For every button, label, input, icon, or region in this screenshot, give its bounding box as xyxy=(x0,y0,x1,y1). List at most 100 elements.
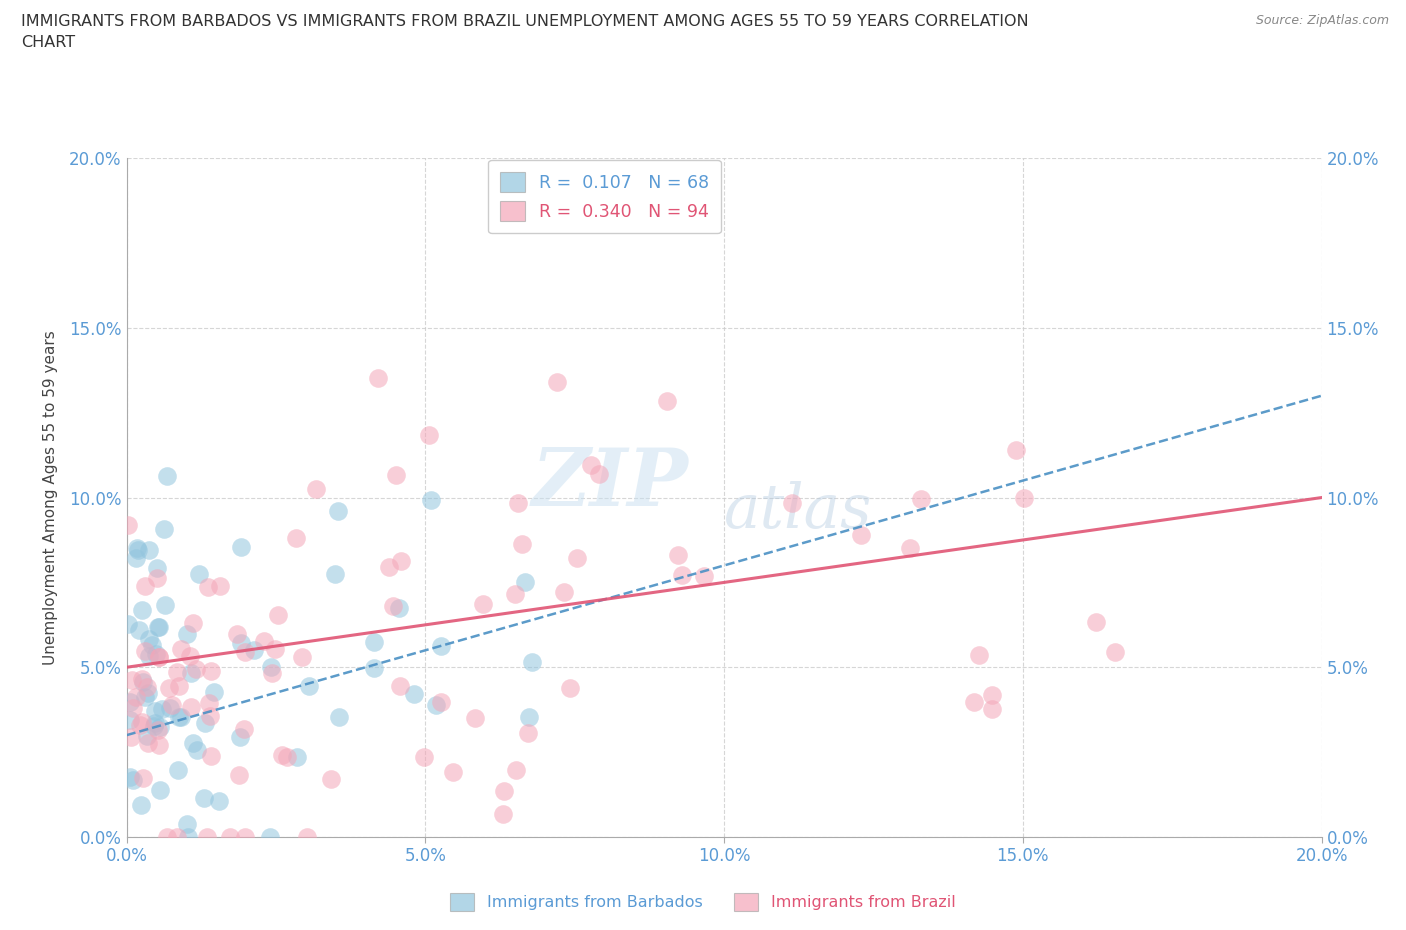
Point xyxy=(471,597,494,612)
Point xyxy=(981,687,1004,702)
Point xyxy=(138,542,160,557)
Point xyxy=(121,672,143,687)
Point xyxy=(184,661,207,676)
Point xyxy=(505,763,527,777)
Point xyxy=(388,678,411,693)
Point xyxy=(159,700,181,715)
Point xyxy=(138,632,160,647)
Point xyxy=(1014,491,1036,506)
Point xyxy=(208,578,231,593)
Point xyxy=(505,587,527,602)
Point xyxy=(1084,615,1107,630)
Point xyxy=(200,749,222,764)
Point xyxy=(243,643,266,658)
Point xyxy=(655,394,678,409)
Point xyxy=(135,680,157,695)
Point xyxy=(516,726,538,741)
Point xyxy=(131,671,153,686)
Point xyxy=(156,469,179,484)
Point xyxy=(229,729,252,744)
Text: atlas: atlas xyxy=(724,481,873,541)
Point xyxy=(134,578,156,593)
Point xyxy=(326,504,349,519)
Point xyxy=(298,678,321,693)
Point xyxy=(167,678,190,693)
Point xyxy=(378,560,401,575)
Point xyxy=(187,566,209,581)
Point xyxy=(181,616,204,631)
Point xyxy=(418,427,440,442)
Point xyxy=(553,584,575,599)
Point xyxy=(180,699,202,714)
Point xyxy=(132,770,155,785)
Point xyxy=(131,797,153,812)
Point xyxy=(382,598,405,613)
Point xyxy=(285,530,308,545)
Point xyxy=(131,714,153,729)
Point xyxy=(179,648,201,663)
Point xyxy=(225,627,247,642)
Point xyxy=(200,664,222,679)
Point xyxy=(491,806,513,821)
Point xyxy=(148,649,170,664)
Point xyxy=(588,467,610,482)
Point xyxy=(131,603,153,618)
Point xyxy=(146,619,169,634)
Point xyxy=(149,782,172,797)
Point xyxy=(145,646,167,661)
Point xyxy=(492,783,515,798)
Y-axis label: Unemployment Among Ages 55 to 59 years: Unemployment Among Ages 55 to 59 years xyxy=(44,330,58,665)
Point xyxy=(233,722,256,737)
Point xyxy=(441,765,464,780)
Point xyxy=(129,718,152,733)
Point xyxy=(148,649,170,664)
Point xyxy=(231,636,253,651)
Text: Source: ZipAtlas.com: Source: ZipAtlas.com xyxy=(1256,14,1389,27)
Point xyxy=(145,715,167,730)
Point xyxy=(262,665,284,680)
Point xyxy=(127,543,149,558)
Point xyxy=(558,680,581,695)
Point xyxy=(194,715,217,730)
Point xyxy=(666,548,689,563)
Point xyxy=(148,737,170,752)
Point xyxy=(202,684,225,699)
Point xyxy=(121,700,143,715)
Point xyxy=(152,522,174,537)
Point xyxy=(305,482,328,497)
Point xyxy=(138,648,160,663)
Point xyxy=(517,710,540,724)
Point xyxy=(120,770,142,785)
Point xyxy=(363,634,385,649)
Point xyxy=(671,567,693,582)
Point xyxy=(134,644,156,658)
Point xyxy=(267,607,290,622)
Point xyxy=(176,627,198,642)
Point xyxy=(181,736,204,751)
Point xyxy=(120,729,142,744)
Point xyxy=(118,712,141,727)
Text: IMMIGRANTS FROM BARBADOS VS IMMIGRANTS FROM BRAZIL UNEMPLOYMENT AMONG AGES 55 TO: IMMIGRANTS FROM BARBADOS VS IMMIGRANTS F… xyxy=(21,14,1029,29)
Point xyxy=(153,598,176,613)
Point xyxy=(567,551,589,565)
Point xyxy=(117,518,139,533)
Point xyxy=(122,773,145,788)
Legend: Immigrants from Barbados, Immigrants from Brazil: Immigrants from Barbados, Immigrants fro… xyxy=(444,886,962,917)
Point xyxy=(180,665,202,680)
Point xyxy=(146,723,169,737)
Point xyxy=(367,370,389,385)
Point xyxy=(134,689,156,704)
Point xyxy=(231,539,253,554)
Point xyxy=(157,681,180,696)
Point xyxy=(169,710,191,724)
Point xyxy=(170,710,193,724)
Text: ZIP: ZIP xyxy=(531,445,688,523)
Point xyxy=(319,771,342,786)
Point xyxy=(146,570,169,585)
Point xyxy=(910,491,932,506)
Point xyxy=(143,703,166,718)
Point xyxy=(510,537,533,551)
Point xyxy=(120,695,142,710)
Point xyxy=(148,619,170,634)
Point xyxy=(186,743,208,758)
